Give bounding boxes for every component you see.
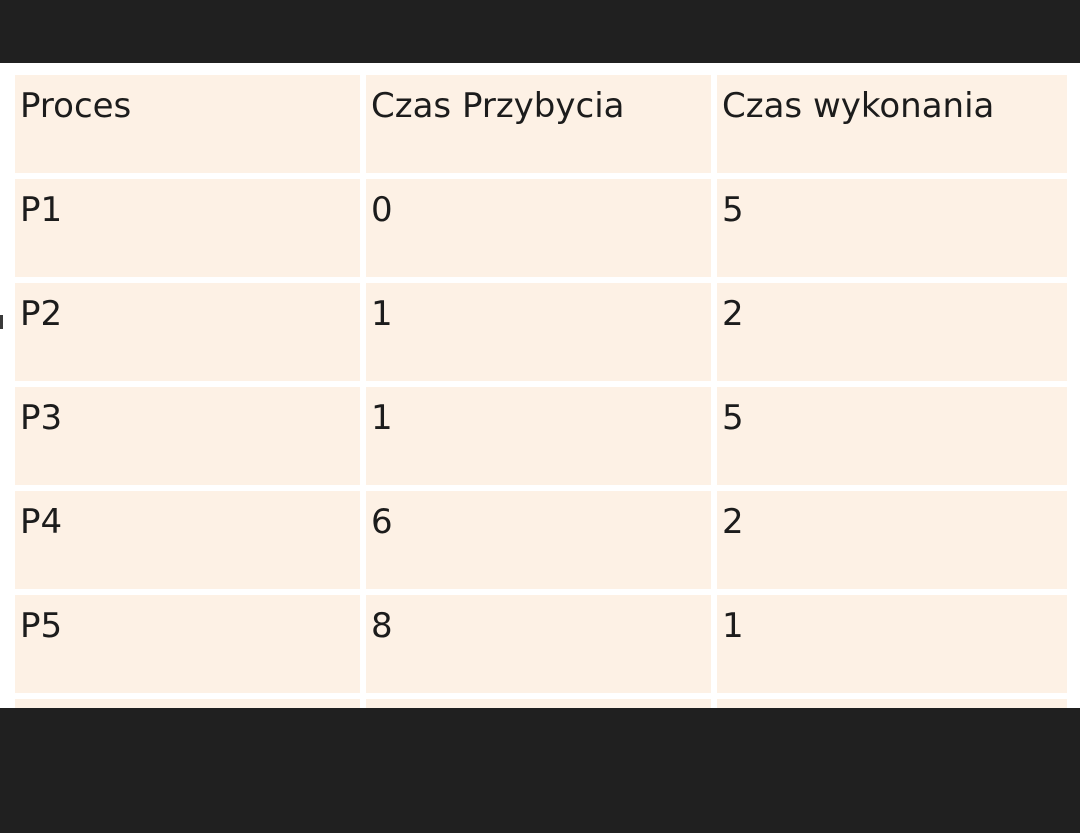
table-cell: P1 — [15, 179, 360, 277]
table-cell-cropped — [717, 699, 1067, 708]
table-cell: 0 — [366, 179, 711, 277]
header-cell-czas-przybycia: Czas Przybycia — [366, 75, 711, 173]
header-cell-proces: Proces — [15, 75, 360, 173]
table-cell: P4 — [15, 491, 360, 589]
table-cell: 1 — [366, 283, 711, 381]
table-cell: P3 — [15, 387, 360, 485]
table-cell: 1 — [717, 595, 1067, 693]
table-cell: 6 — [366, 491, 711, 589]
table-cell: 2 — [717, 491, 1067, 589]
table-cell: P5 — [15, 595, 360, 693]
header-cell-czas-wykonania: Czas wykonania — [717, 75, 1067, 173]
table-cell: 8 — [366, 595, 711, 693]
process-table: Proces Czas Przybycia Czas wykonania P1 … — [15, 75, 1067, 708]
table-cell: 5 — [717, 387, 1067, 485]
table-cell: 5 — [717, 179, 1067, 277]
table-cell: 2 — [717, 283, 1067, 381]
table-cell-cropped — [366, 699, 711, 708]
table-cell-cropped — [15, 699, 360, 708]
table-cell: 1 — [366, 387, 711, 485]
table-cell: P2 — [15, 283, 360, 381]
edge-mark — [0, 315, 3, 329]
table-photo: Proces Czas Przybycia Czas wykonania P1 … — [0, 63, 1080, 708]
